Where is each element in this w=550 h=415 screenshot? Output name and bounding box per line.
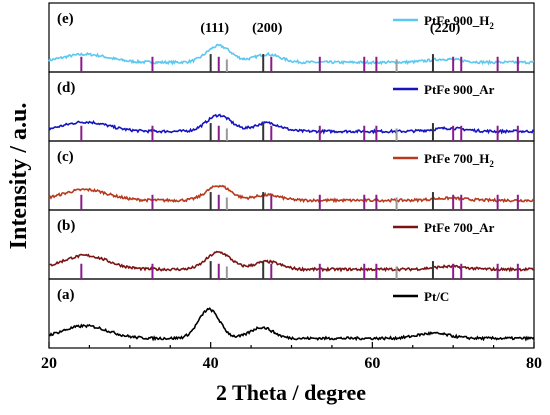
x-tick-label: 80 (526, 355, 542, 372)
peak-label: (200) (252, 21, 283, 36)
reference-sticks (80, 54, 519, 279)
x-tick-label: 20 (41, 355, 57, 372)
legend-subscript: 2 (489, 159, 494, 169)
text-layer: (e) PtFe 900_H2 (d) PtFe 900_Ar (c) PtFe 700_… (57, 11, 495, 304)
x-tick-label: 40 (203, 355, 219, 372)
panel-tag: (c) (57, 149, 74, 165)
panel-tag: (b) (57, 218, 75, 234)
legend-label: Pt/C (424, 289, 449, 304)
y-axis-label: Intensity / a.u. (6, 103, 32, 250)
legend-label: PtFe 700_H2 (424, 151, 494, 169)
legend-label: PtFe 700_Ar (424, 220, 495, 235)
panel-tag: (a) (57, 287, 75, 303)
x-tick-label: 60 (364, 355, 380, 372)
panel-tag: (d) (57, 80, 75, 96)
legend-label: PtFe 900_Ar (424, 82, 495, 97)
legend-label: PtFe 900_H2 (424, 13, 494, 31)
panel-tag: (e) (57, 11, 74, 27)
axes: 20 40 60 80 (41, 342, 542, 372)
x-axis-label: 2 Theta / degree (216, 380, 366, 405)
legend-subscript: 2 (489, 21, 494, 31)
peak-label: (111) (200, 21, 229, 36)
panels-layer (48, 2, 535, 349)
peak-label: (220) (430, 21, 461, 36)
spectrum-curve-a (48, 307, 535, 342)
